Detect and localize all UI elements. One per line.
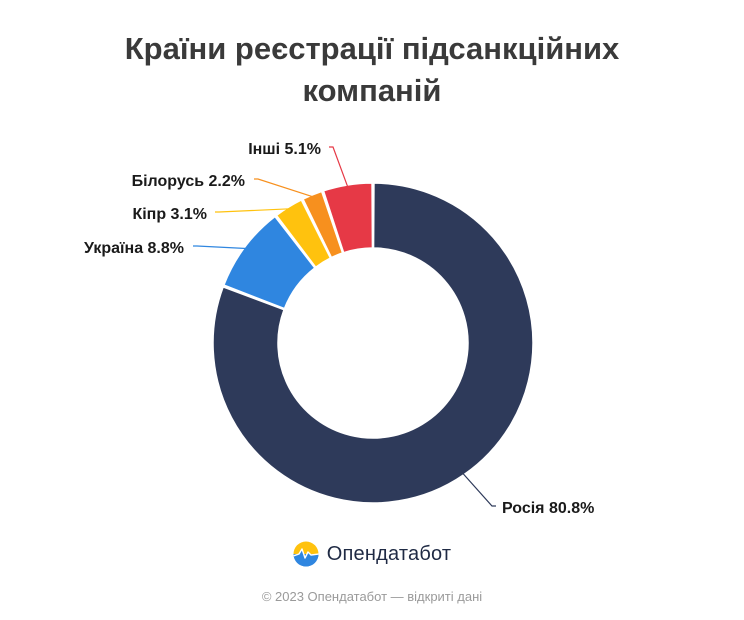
footer-copyright: © 2023 Опендатабот — відкриті дані — [261, 589, 483, 604]
slice-1 — [222, 215, 316, 310]
brand-name: Опендатабот — [326, 542, 452, 565]
slice-2 — [275, 198, 332, 269]
chart-title-line-2: компаній — [302, 73, 442, 108]
slice-3 — [302, 190, 344, 259]
data-label-4: Інші 5.1% — [248, 141, 321, 158]
leader-line-1 — [193, 245, 247, 250]
leader-line-2 — [215, 208, 290, 213]
data-label-2: Кіпр 3.1% — [132, 206, 207, 223]
brand: Опендатабот — [0, 536, 744, 572]
opendatabot-logo-icon — [293, 541, 319, 567]
chart-title: Країни реєстрації підсанкційних компаній — [0, 28, 744, 112]
slice-4 — [322, 182, 374, 254]
data-label-1: Україна 8.8% — [84, 240, 184, 257]
leader-line-4 — [329, 146, 349, 188]
data-label-0: Росія 80.8% — [502, 500, 594, 517]
leader-line-0 — [462, 472, 496, 507]
chart-title-line-1: Країни реєстрації підсанкційних — [124, 31, 620, 66]
leader-line-3 — [254, 178, 314, 198]
data-label-3: Білорусь 2.2% — [132, 173, 245, 190]
slice-0 — [212, 182, 534, 504]
